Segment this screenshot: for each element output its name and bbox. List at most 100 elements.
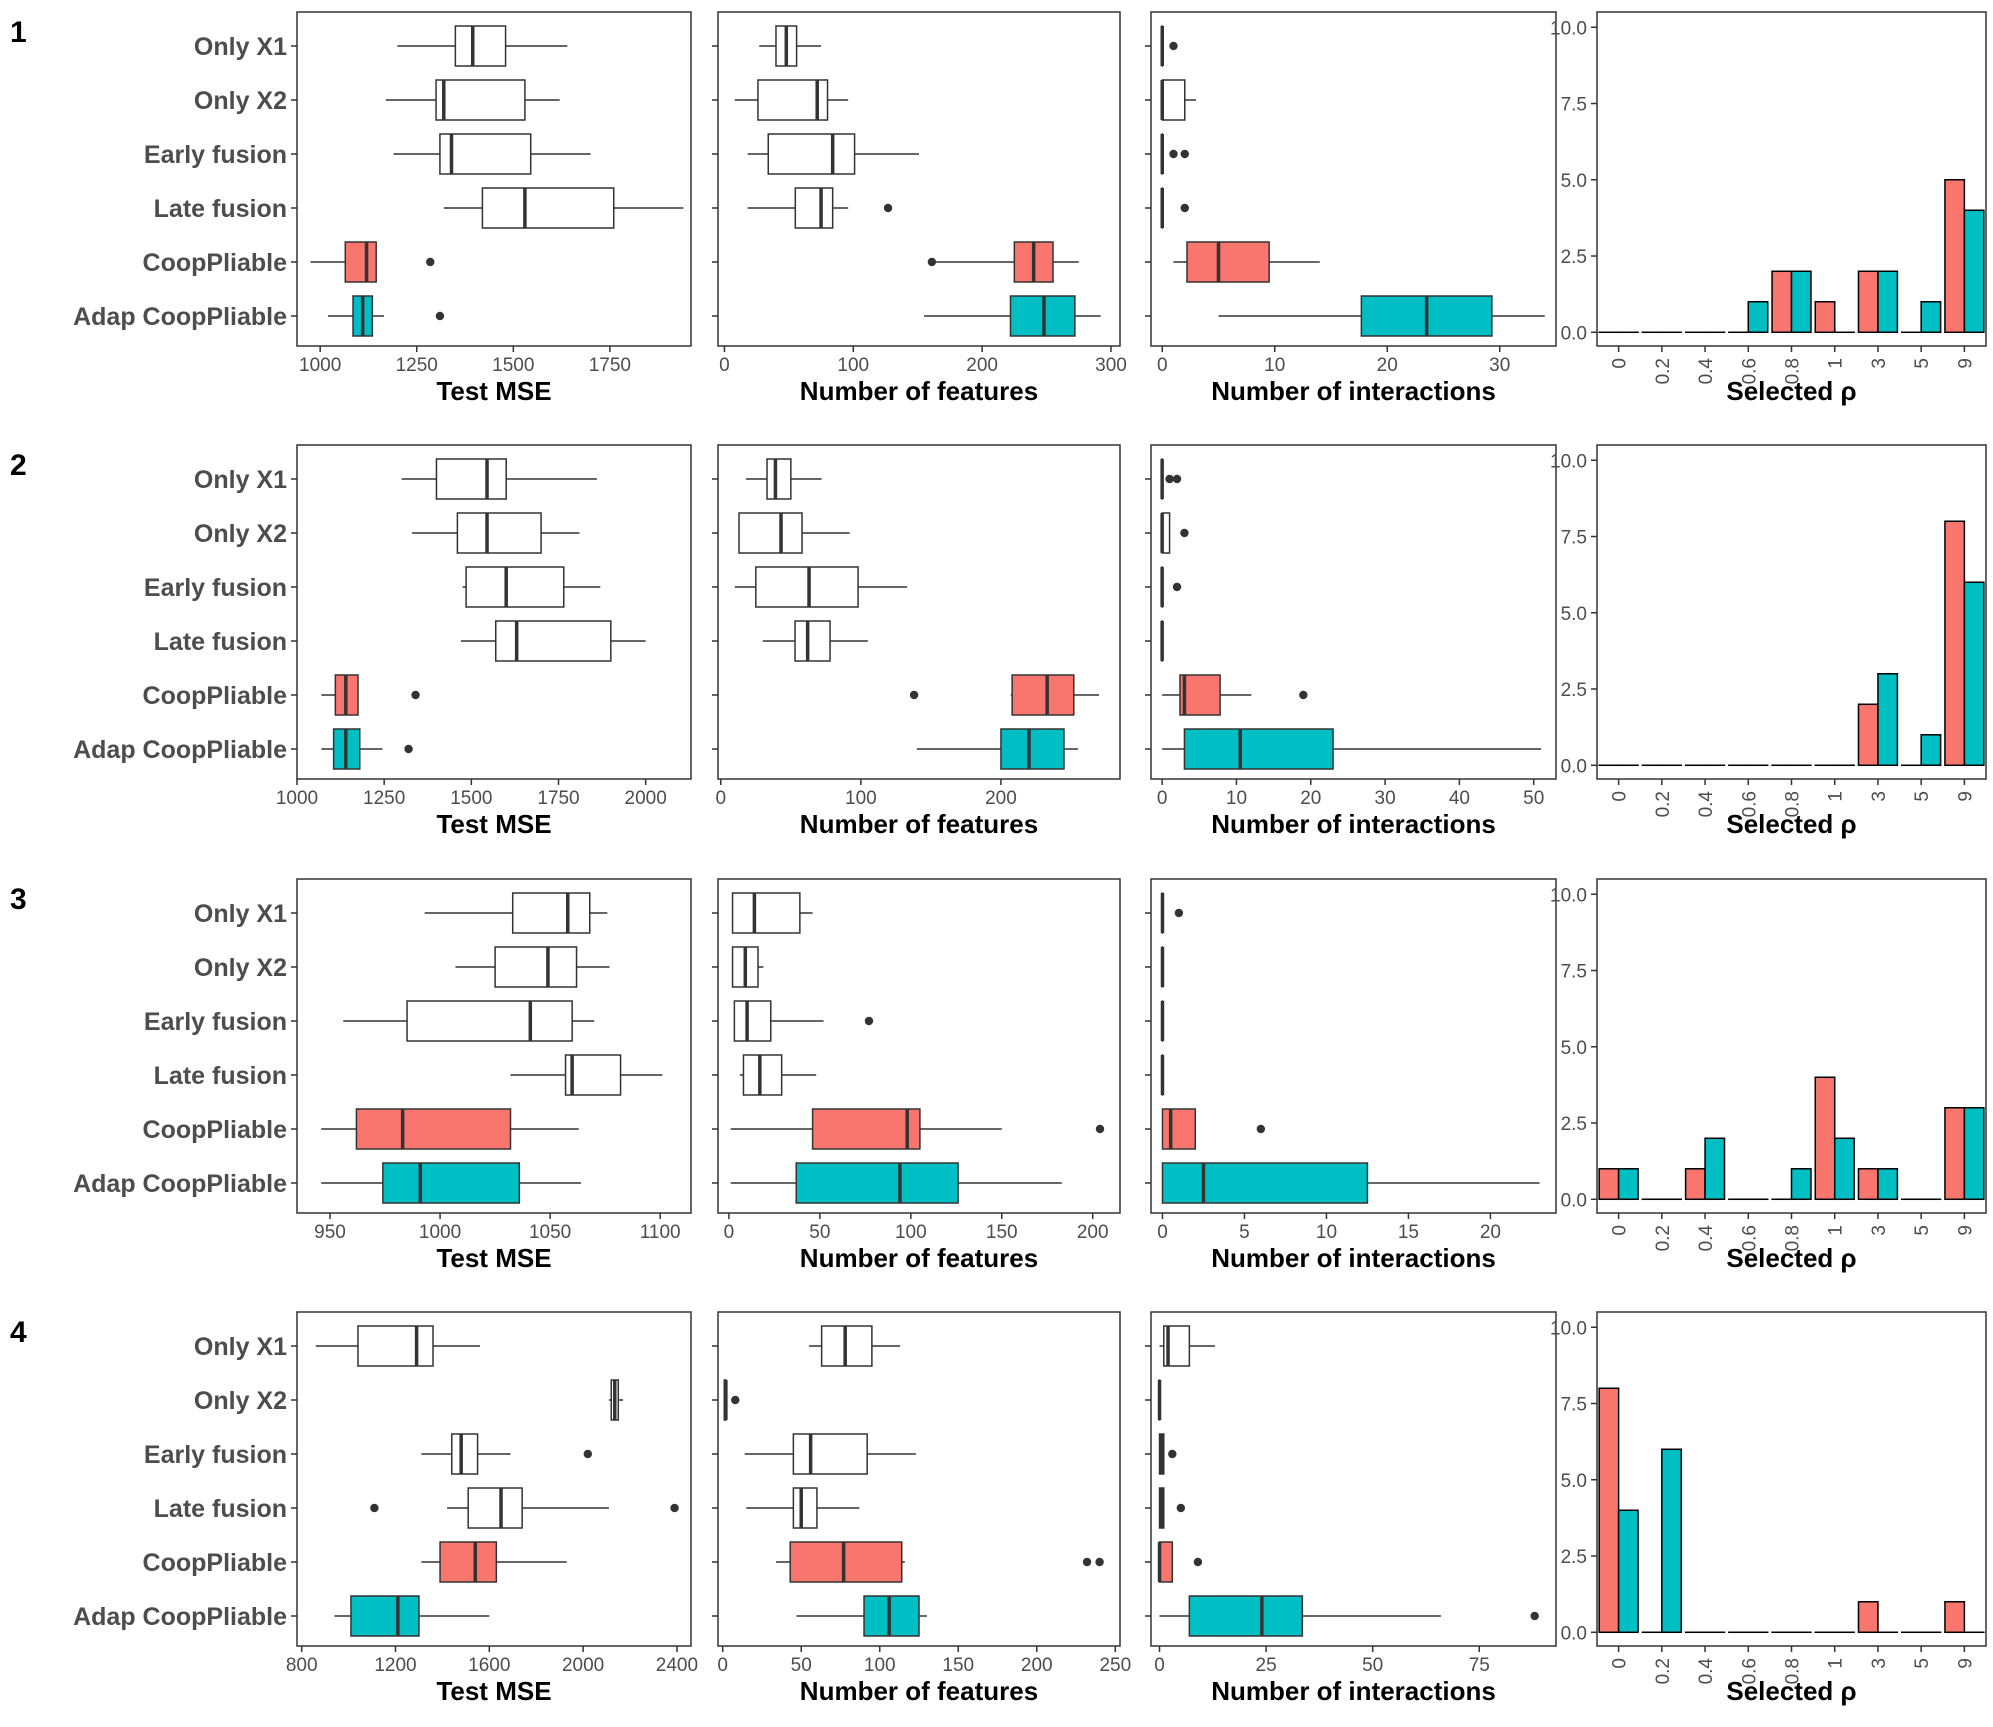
bar-adap-cooppliable xyxy=(1963,209,1985,334)
category-label: Late fusion xyxy=(154,1062,287,1090)
box-0 xyxy=(315,1325,480,1367)
outlier-point xyxy=(864,1016,874,1026)
chart-row-4: 4 Only X1 Only X2 Early fusion Late fusion Co… xyxy=(10,1311,1987,1706)
x-tick-label: 50 xyxy=(791,1655,812,1676)
chart-row-1: 1 Only X1 Only X2 Early fusion Late fusion Co… xyxy=(10,11,1987,406)
bar-cooppliable xyxy=(1814,1076,1836,1201)
panel-frame xyxy=(717,1311,1121,1647)
box-4 xyxy=(776,1541,1104,1583)
box-5 xyxy=(321,728,413,770)
box-iqr xyxy=(1011,674,1075,716)
chart-row-3: 3 Only X1 Only X2 Early fusion Late fusion Co… xyxy=(10,878,1987,1273)
outlier-point xyxy=(1172,474,1182,484)
panel-frame xyxy=(296,1311,692,1647)
box-3 xyxy=(510,1054,663,1096)
x-tick-label: 950 xyxy=(314,1222,346,1243)
x-tick-label: 0 xyxy=(716,788,727,809)
bar-adap-cooppliable xyxy=(1704,1137,1726,1201)
box-5 xyxy=(796,1595,927,1637)
outlier-point xyxy=(1168,1449,1177,1459)
box-5 xyxy=(1161,1162,1540,1204)
panel-4: 0.0 2.5 5.0 7.5 10.0 0 0.2 0.4 0.6 0.8 1 3 5 9 Selecte… xyxy=(1550,11,1987,406)
x-tick-label: 0.2 xyxy=(1653,358,1674,384)
box-3 xyxy=(460,620,646,662)
y-tick-label: 5.0 xyxy=(1561,1471,1587,1492)
box-iqr xyxy=(742,1054,783,1096)
category-label: Late fusion xyxy=(154,1495,287,1523)
x-axis-title: Number of interactions xyxy=(1211,1243,1496,1273)
box-1 xyxy=(385,79,560,121)
x-tick-label: 0.4 xyxy=(1696,791,1717,818)
box-4 xyxy=(310,241,435,283)
x-tick-label: 10 xyxy=(1264,355,1285,376)
box-4 xyxy=(1157,1541,1203,1583)
outlier-point xyxy=(1082,1557,1092,1567)
box-2 xyxy=(733,1000,874,1042)
category-label: Late fusion xyxy=(154,628,287,656)
panel-4: 0.0 2.5 5.0 7.5 10.0 0 0.2 0.4 0.6 0.8 1 3 5 9 Selecte… xyxy=(1550,1311,1987,1706)
bar-adap-cooppliable xyxy=(1963,1107,1985,1201)
x-tick-label: 10 xyxy=(1226,788,1247,809)
box-iqr xyxy=(794,620,831,662)
panel-2: 0 50 100 150 200 Number of features xyxy=(712,878,1121,1273)
y-tick-label: 10.0 xyxy=(1550,885,1587,906)
x-axis-title: Number of interactions xyxy=(1211,376,1496,406)
x-tick-label: 5 xyxy=(1912,1658,1933,1669)
x-axis-title: Selected ρ xyxy=(1726,1676,1856,1706)
box-iqr xyxy=(564,1054,622,1096)
x-tick-label: 3 xyxy=(1869,1225,1890,1236)
box-0 xyxy=(809,1325,901,1367)
outlier-point xyxy=(1530,1611,1539,1621)
box-3 xyxy=(762,620,868,662)
box-iqr xyxy=(494,946,578,988)
x-tick-label: 1000 xyxy=(299,355,341,376)
bar-adap-cooppliable xyxy=(1790,270,1812,334)
box-0 xyxy=(731,892,813,934)
bar-cooppliable xyxy=(1771,270,1793,334)
outlier-point xyxy=(1180,203,1189,213)
box-iqr xyxy=(439,133,532,175)
x-tick-label: 1250 xyxy=(396,355,438,376)
x-tick-label: 200 xyxy=(966,355,998,376)
box-iqr xyxy=(1000,728,1065,770)
outlier-point xyxy=(1193,1557,1203,1567)
x-tick-label: 0.4 xyxy=(1696,1658,1717,1685)
bar-cooppliable xyxy=(1814,301,1836,334)
x-tick-label: 200 xyxy=(1077,1222,1109,1243)
x-tick-label: 200 xyxy=(985,788,1017,809)
bar-cooppliable xyxy=(1857,703,1879,767)
box-iqr xyxy=(1161,79,1186,121)
y-tick-label: 10.0 xyxy=(1550,18,1587,39)
category-label: Only X2 xyxy=(194,87,287,115)
x-tick-label: 0 xyxy=(1157,355,1168,376)
x-tick-label: 1 xyxy=(1826,1225,1847,1236)
category-label: Only X2 xyxy=(194,1387,287,1415)
panel-frame xyxy=(1150,11,1557,347)
x-tick-label: 0.2 xyxy=(1653,1658,1674,1684)
outlier-point xyxy=(670,1503,679,1513)
box-1 xyxy=(1160,512,1189,554)
box-0 xyxy=(397,25,568,67)
box-iqr xyxy=(357,1325,434,1367)
category-label: Late fusion xyxy=(154,195,287,223)
box-iqr xyxy=(792,1487,818,1529)
x-tick-label: 100 xyxy=(895,1222,927,1243)
box-iqr xyxy=(738,512,803,554)
x-tick-label: 1600 xyxy=(468,1655,510,1676)
outlier-point xyxy=(370,1503,379,1513)
box-5 xyxy=(334,1595,490,1637)
box-4 xyxy=(421,1541,567,1583)
category-label: CoopPliable xyxy=(143,249,288,277)
x-tick-label: 2400 xyxy=(656,1655,698,1676)
bar-adap-cooppliable xyxy=(1877,270,1899,334)
x-tick-label: 0 xyxy=(1610,1225,1631,1236)
panel-1: 950 1000 1050 1100 Test MSE xyxy=(291,878,692,1273)
bar-cooppliable xyxy=(1944,1601,1966,1634)
panel-2: 0 100 200 300 Number of features xyxy=(712,11,1127,406)
x-axis-title: Number of features xyxy=(800,1676,1038,1706)
box-iqr xyxy=(1161,1162,1369,1204)
panel-3: 0 10 20 30 40 50 Number of interactions xyxy=(1145,444,1557,839)
x-tick-label: 3 xyxy=(1869,358,1890,369)
